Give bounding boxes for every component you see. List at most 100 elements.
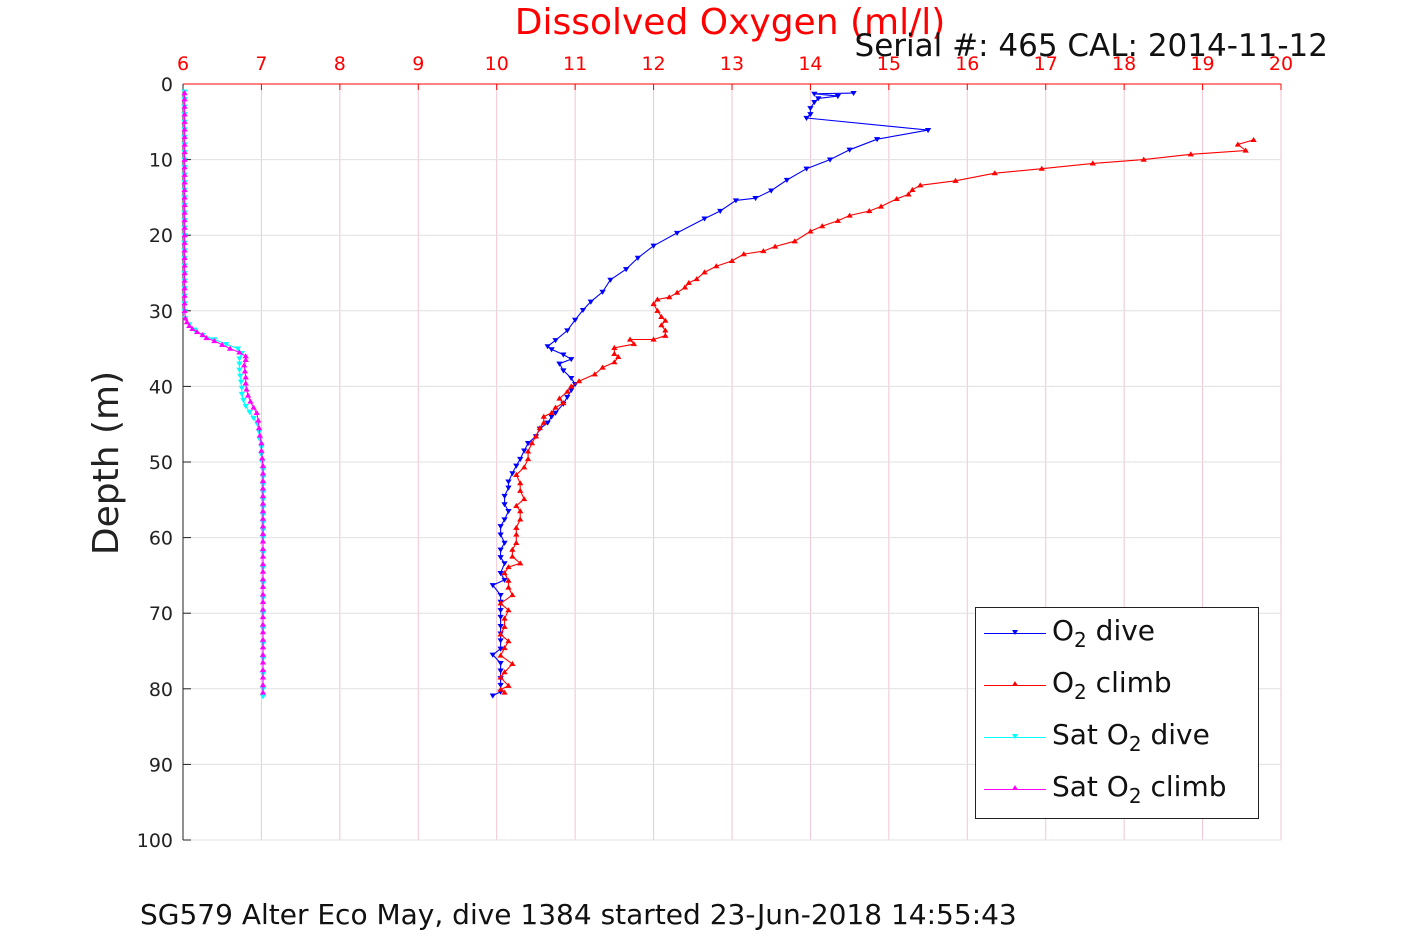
data-point xyxy=(826,157,834,163)
data-point xyxy=(811,100,818,106)
data-point xyxy=(181,300,188,306)
x-tick-label: 8 xyxy=(334,53,346,75)
data-point xyxy=(259,674,267,680)
data-point xyxy=(181,164,188,170)
data-point xyxy=(259,493,267,499)
data-point xyxy=(489,583,496,589)
data-point xyxy=(599,289,606,295)
data-point xyxy=(552,338,559,344)
data-point xyxy=(568,357,575,363)
data-point xyxy=(513,531,520,537)
data-point xyxy=(803,166,810,172)
data-point xyxy=(189,325,196,332)
data-point xyxy=(241,362,248,368)
data-point xyxy=(662,332,669,338)
data-point xyxy=(193,328,201,335)
data-point xyxy=(253,409,260,415)
data-point xyxy=(513,463,520,469)
data-point xyxy=(568,375,575,382)
data-point xyxy=(564,328,571,334)
data-point xyxy=(501,570,508,576)
x-tick-label: 14 xyxy=(798,53,822,75)
data-point xyxy=(607,277,614,283)
data-point xyxy=(181,270,188,276)
data-point xyxy=(952,177,959,183)
data-point xyxy=(181,194,188,200)
data-point xyxy=(568,383,575,389)
legend-item-o2-climb: O2 climb xyxy=(976,660,1258,710)
data-point xyxy=(181,254,188,260)
data-point xyxy=(259,614,267,620)
data-point xyxy=(241,368,249,374)
data-point xyxy=(181,186,188,192)
data-point xyxy=(740,251,747,257)
data-point xyxy=(501,540,508,546)
data-point xyxy=(259,629,267,635)
data-point xyxy=(544,420,551,426)
data-point xyxy=(615,353,622,360)
data-point xyxy=(259,523,267,529)
x-tick-label: 19 xyxy=(1190,53,1214,75)
data-point xyxy=(1140,156,1147,162)
data-point xyxy=(501,493,508,499)
data-point xyxy=(521,448,528,454)
data-point xyxy=(181,156,188,162)
data-point xyxy=(564,388,571,394)
legend-label-sat-o2-dive: Sat O2 dive xyxy=(1052,718,1210,756)
data-point xyxy=(237,373,244,379)
data-point xyxy=(509,592,516,598)
x-tick-label: 9 xyxy=(412,53,424,75)
data-point xyxy=(238,391,245,397)
data-point xyxy=(181,141,188,147)
data-point xyxy=(240,397,247,403)
data-point xyxy=(1187,151,1194,157)
data-point xyxy=(1234,141,1241,147)
data-point xyxy=(1089,160,1096,166)
data-point xyxy=(701,216,708,222)
data-point xyxy=(909,186,916,192)
data-point xyxy=(807,112,814,118)
data-point xyxy=(505,584,512,590)
data-point xyxy=(501,577,508,583)
data-point xyxy=(181,96,188,102)
data-point xyxy=(560,352,567,358)
data-point xyxy=(226,345,234,351)
data-point xyxy=(760,248,767,254)
data-point xyxy=(181,277,188,283)
data-point xyxy=(917,182,924,188)
data-point xyxy=(905,191,912,197)
y-tick-label: 0 xyxy=(161,74,173,96)
data-point xyxy=(181,224,188,230)
data-point xyxy=(701,269,708,275)
data-point xyxy=(497,660,504,667)
data-point xyxy=(807,228,814,234)
legend-marker-o2-climb xyxy=(1012,681,1018,686)
data-point xyxy=(807,106,814,112)
data-point xyxy=(199,332,206,338)
data-point xyxy=(256,432,263,438)
data-point xyxy=(505,607,512,613)
data-point xyxy=(548,409,555,415)
data-point xyxy=(505,479,512,485)
x-tick-label: 18 xyxy=(1112,53,1136,75)
data-point xyxy=(497,592,504,599)
data-point xyxy=(654,296,661,302)
data-point xyxy=(181,307,188,313)
data-point xyxy=(238,385,245,391)
tick-labels: 6 7 8 9 10 11 12 13 14 15 16 17 18 19 20 0 10 20 30 40 50 60 7… xyxy=(137,53,1293,852)
data-point xyxy=(611,350,618,356)
data-point xyxy=(611,359,618,365)
data-point xyxy=(1250,136,1257,143)
data-point xyxy=(591,371,598,377)
data-point xyxy=(634,255,642,261)
data-point xyxy=(242,380,249,386)
data-point xyxy=(497,682,504,688)
data-point xyxy=(811,91,818,97)
data-point xyxy=(497,674,504,680)
data-point xyxy=(501,689,508,695)
data-point xyxy=(181,209,188,215)
data-point xyxy=(783,177,791,183)
data-point xyxy=(259,644,267,650)
data-point xyxy=(501,623,508,629)
data-point xyxy=(501,502,508,508)
